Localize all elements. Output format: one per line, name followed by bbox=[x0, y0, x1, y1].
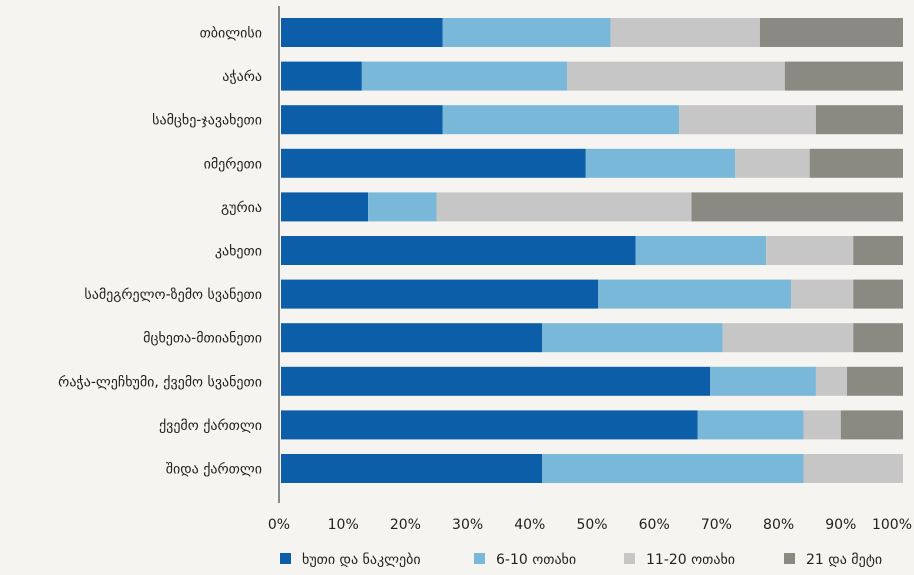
legend-swatch bbox=[624, 553, 635, 564]
x-tick-label: 40% bbox=[514, 517, 545, 533]
bar-segment bbox=[542, 454, 804, 483]
x-tick-label: 70% bbox=[701, 517, 732, 533]
x-tick-label: 60% bbox=[639, 517, 670, 533]
bar-segment bbox=[735, 148, 810, 178]
category-label: სამცხე-ჯავახეთი bbox=[152, 113, 262, 129]
bar-segment bbox=[281, 18, 443, 47]
x-tick-label: 90% bbox=[825, 517, 856, 533]
bar-segment bbox=[635, 236, 767, 265]
category-label: ქვემო ქართლი bbox=[159, 417, 262, 434]
bar-segment bbox=[281, 61, 362, 91]
bar-segment bbox=[436, 192, 692, 222]
bar-segment bbox=[442, 18, 611, 47]
category-label: კახეთი bbox=[215, 244, 262, 260]
bar-segment bbox=[281, 366, 711, 396]
bar-segment bbox=[598, 279, 792, 309]
category-label: სამეგრელო-ზემო სვანეთი bbox=[84, 286, 262, 303]
bar-segment bbox=[784, 61, 903, 91]
bar-segment bbox=[853, 236, 903, 265]
legend-label: ხუთი და ნაკლები bbox=[302, 552, 421, 568]
bar-segment bbox=[542, 323, 723, 353]
legend-swatch bbox=[280, 553, 291, 564]
category-label: იმერეთი bbox=[204, 155, 262, 172]
bar-segment bbox=[281, 454, 543, 483]
category-label: გურია bbox=[221, 199, 262, 216]
legend-label: 21 და მეტი bbox=[806, 552, 882, 568]
bar-segment bbox=[791, 279, 854, 309]
bar-segment bbox=[766, 236, 854, 265]
bar-segment bbox=[840, 410, 903, 440]
bar-segment bbox=[803, 454, 903, 483]
bar-segment bbox=[759, 18, 903, 47]
bar-segment bbox=[281, 279, 599, 309]
legend-swatch bbox=[474, 553, 485, 564]
category-label: რაჭა-ლეჩხუმი, ქვემო სვანეთი bbox=[58, 373, 262, 390]
bar-segment bbox=[281, 148, 586, 178]
bar-segment bbox=[815, 105, 903, 135]
x-tick-label: 30% bbox=[452, 517, 483, 533]
x-tick-label: 10% bbox=[328, 517, 359, 533]
x-tick-label: 50% bbox=[576, 517, 607, 533]
category-labels: თბილისი აჭარა სამცხე-ჯავახეთი იმერეთი გურია კ… bbox=[58, 26, 262, 478]
bar-segment bbox=[803, 410, 841, 440]
bar-segment bbox=[691, 192, 903, 222]
legend-label: 6-10 ოთახი bbox=[496, 552, 576, 568]
x-tick-label: 80% bbox=[763, 517, 794, 533]
bar-segment bbox=[368, 192, 437, 222]
bar-segment bbox=[281, 192, 369, 222]
legend-swatch bbox=[784, 553, 795, 564]
category-label: შიდა ქართლი bbox=[166, 461, 262, 478]
legend-label: 11-20 ოთახი bbox=[646, 552, 735, 568]
category-label: მცხეთა-მთიანეთი bbox=[143, 331, 262, 347]
bars-group bbox=[281, 18, 903, 483]
bar-segment bbox=[585, 148, 736, 178]
bar-segment bbox=[679, 105, 816, 135]
bar-segment bbox=[442, 105, 680, 135]
bar-segment bbox=[847, 366, 903, 396]
bar-segment bbox=[610, 18, 760, 47]
bar-segment bbox=[815, 366, 848, 396]
bar-segment bbox=[722, 323, 854, 353]
bar-segment bbox=[281, 105, 443, 135]
x-tick-label: 0% bbox=[268, 517, 290, 533]
bar-segment bbox=[853, 279, 903, 309]
bar-segment bbox=[710, 366, 816, 396]
category-label: აჭარა bbox=[222, 68, 262, 85]
category-label: თბილისი bbox=[200, 26, 262, 42]
x-tick-labels: 0% 10% 20% 30% 40% 50% 60% 70% 80% 90% 100% bbox=[268, 517, 912, 533]
legend: ხუთი და ნაკლები 6-10 ოთახი 11-20 ოთახი 21 დ… bbox=[280, 552, 882, 568]
x-tick-label: 100% bbox=[872, 517, 912, 533]
bar-segment bbox=[281, 323, 543, 353]
bar-segment bbox=[281, 410, 698, 440]
bar-segment bbox=[853, 323, 903, 353]
bar-segment bbox=[809, 148, 903, 178]
bar-segment bbox=[697, 410, 804, 440]
bar-segment bbox=[361, 61, 568, 91]
bar-segment bbox=[281, 236, 636, 265]
bar-segment bbox=[567, 61, 785, 91]
x-tick-label: 20% bbox=[390, 517, 421, 533]
